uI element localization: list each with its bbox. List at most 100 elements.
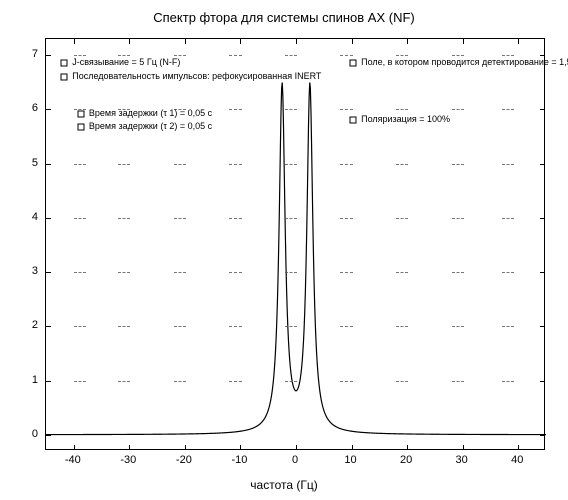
y-tick	[540, 218, 545, 219]
y-tick	[540, 326, 545, 327]
guide-dash	[118, 55, 130, 56]
y-tick	[540, 381, 545, 382]
annot-marker	[350, 117, 357, 124]
guide-dash	[285, 164, 297, 165]
x-tick	[407, 39, 408, 44]
y-tick	[46, 109, 51, 110]
x-tick	[518, 39, 519, 44]
guide-dash	[340, 55, 352, 56]
y-tick-label: 0	[18, 428, 38, 440]
guide-dash	[74, 381, 86, 382]
y-tick-label: 4	[18, 211, 38, 223]
guide-dash	[502, 272, 514, 273]
x-tick-label: -10	[231, 454, 247, 466]
x-tick	[463, 445, 464, 450]
y-tick	[46, 435, 51, 436]
annotation-field: Поле, в котором проводится детектировани…	[361, 57, 568, 67]
x-tick	[240, 39, 241, 44]
guide-dash	[174, 164, 186, 165]
guide-dash	[74, 218, 86, 219]
x-tick-label: 30	[456, 454, 468, 466]
y-tick	[540, 435, 545, 436]
annot-marker	[61, 73, 68, 80]
x-tick	[129, 39, 130, 44]
guide-dash	[174, 272, 186, 273]
annotation-j_coupling: J-связывание = 5 Гц (N-F)	[72, 57, 180, 67]
x-tick	[296, 445, 297, 450]
guide-dash	[340, 109, 352, 110]
guide-dash	[502, 164, 514, 165]
y-tick-label: 7	[18, 48, 38, 60]
guide-dash	[340, 272, 352, 273]
y-tick	[46, 326, 51, 327]
x-tick	[74, 445, 75, 450]
annotation-sequence: Последовательность импульсов: рефокусиро…	[72, 71, 321, 81]
annot-marker	[77, 123, 84, 130]
y-tick-label: 5	[18, 157, 38, 169]
guide-dash	[229, 381, 241, 382]
x-tick	[74, 39, 75, 44]
guide-dash	[502, 55, 514, 56]
y-tick-label: 2	[18, 319, 38, 331]
guide-dash	[74, 326, 86, 327]
guide-dash	[502, 218, 514, 219]
guide-dash	[396, 109, 408, 110]
y-tick	[46, 381, 51, 382]
guide-dash	[118, 218, 130, 219]
y-tick-label: 1	[18, 374, 38, 386]
y-tick	[46, 55, 51, 56]
x-tick-label: -30	[120, 454, 136, 466]
guide-dash	[229, 326, 241, 327]
x-tick	[185, 445, 186, 450]
x-tick-label: 10	[344, 454, 356, 466]
y-tick-label: 3	[18, 265, 38, 277]
y-tick	[46, 218, 51, 219]
guide-dash	[452, 109, 464, 110]
annotation-tau1: Время задержки (τ 1) = 0,05 с	[89, 108, 212, 118]
guide-dash	[340, 381, 352, 382]
guide-dash	[396, 55, 408, 56]
guide-dash	[285, 381, 297, 382]
guide-dash	[174, 326, 186, 327]
x-tick	[296, 39, 297, 44]
guide-dash	[340, 218, 352, 219]
guide-dash	[396, 218, 408, 219]
guide-dash	[229, 109, 241, 110]
guide-dash	[74, 272, 86, 273]
guide-dash	[396, 272, 408, 273]
guide-dash	[340, 326, 352, 327]
guide-dash	[502, 109, 514, 110]
guide-dash	[502, 381, 514, 382]
annot-marker	[350, 60, 357, 67]
y-tick	[540, 164, 545, 165]
y-tick	[540, 272, 545, 273]
guide-dash	[229, 55, 241, 56]
x-tick	[407, 445, 408, 450]
chart-title: Спектр фтора для системы спинов АХ (NF)	[0, 10, 568, 25]
x-tick	[240, 445, 241, 450]
guide-dash	[285, 109, 297, 110]
x-tick	[185, 39, 186, 44]
x-tick	[129, 445, 130, 450]
guide-dash	[285, 55, 297, 56]
annotation-polarization: Поляризация = 100%	[361, 114, 450, 124]
annot-marker	[61, 60, 68, 67]
guide-dash	[452, 272, 464, 273]
guide-dash	[285, 218, 297, 219]
guide-dash	[229, 218, 241, 219]
guide-dash	[396, 326, 408, 327]
guide-dash	[285, 272, 297, 273]
guide-dash	[74, 164, 86, 165]
x-tick-label: 40	[511, 454, 523, 466]
y-tick	[540, 109, 545, 110]
y-tick	[46, 272, 51, 273]
guide-dash	[340, 164, 352, 165]
x-tick	[352, 445, 353, 450]
annot-marker	[77, 110, 84, 117]
y-tick	[540, 55, 545, 56]
guide-dash	[74, 55, 86, 56]
spectrum-curve	[46, 39, 544, 449]
x-tick	[518, 445, 519, 450]
guide-dash	[118, 381, 130, 382]
guide-dash	[285, 326, 297, 327]
